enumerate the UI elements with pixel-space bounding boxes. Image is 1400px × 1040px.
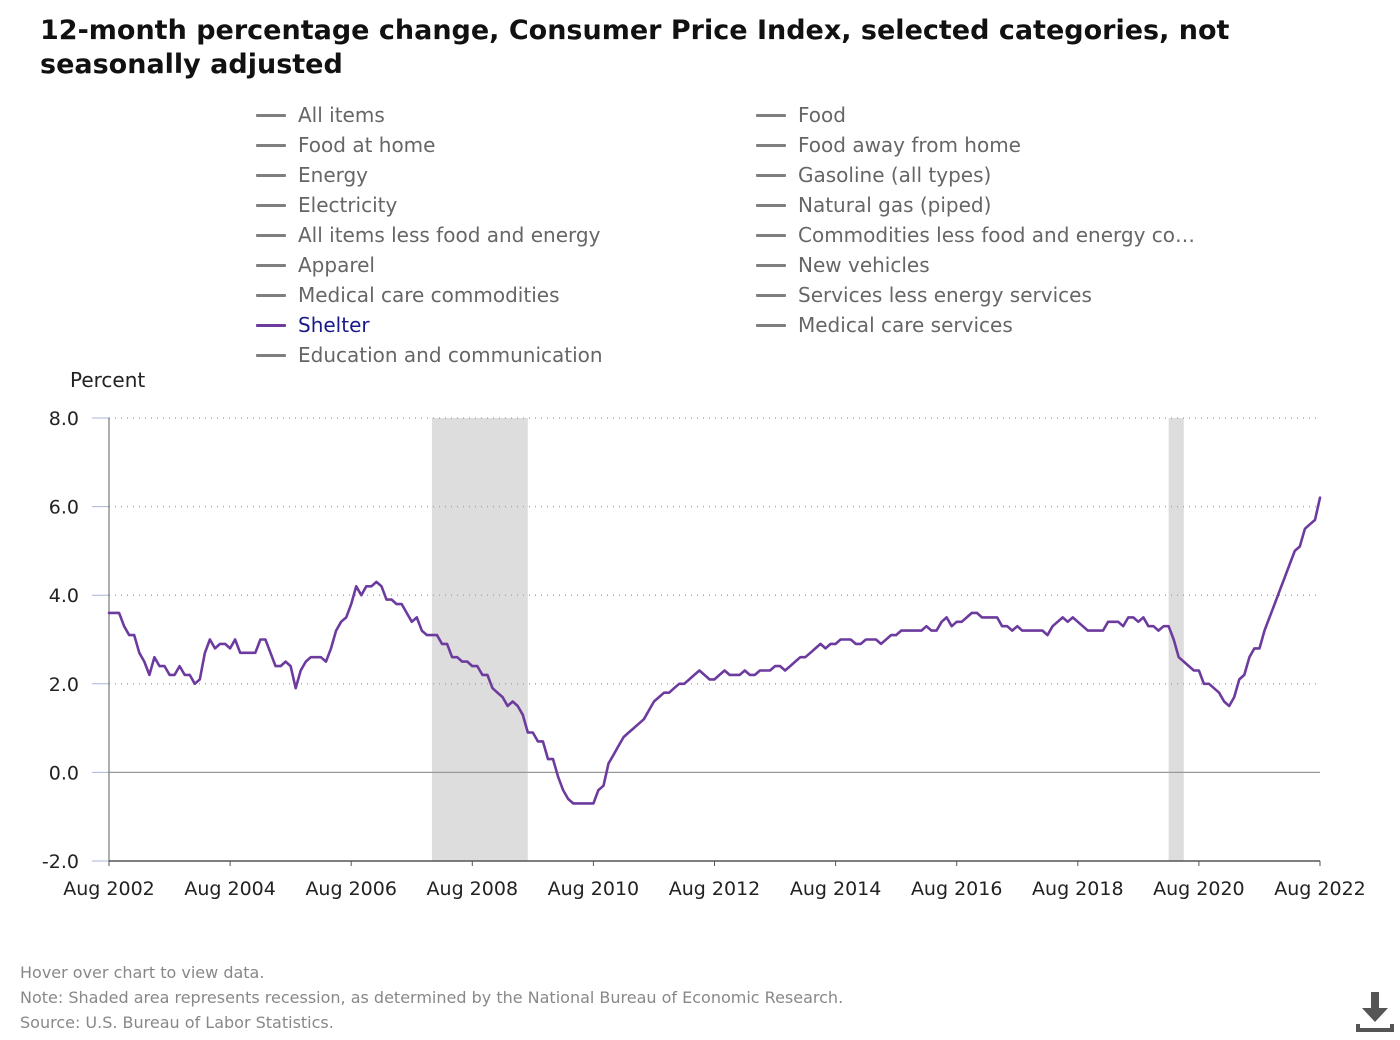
y-tick-label: -2.0 <box>42 851 79 873</box>
legend-item-gasoline-all-types[interactable]: Gasoline (all types) <box>756 160 991 190</box>
legend-label: New vehicles <box>798 253 930 277</box>
y-axis-label: Percent <box>70 368 145 392</box>
legend-item-all-items[interactable]: All items <box>256 100 385 130</box>
x-tick-label: Aug 2006 <box>305 878 397 900</box>
legend-item-food[interactable]: Food <box>756 100 846 130</box>
legend-label: Natural gas (piped) <box>798 193 992 217</box>
legend-item-all-items-less-food-and-energy[interactable]: All items less food and energy <box>256 220 600 250</box>
legend-swatch <box>256 233 286 237</box>
legend-label: Food away from home <box>798 133 1021 157</box>
legend-item-shelter[interactable]: Shelter <box>256 310 370 340</box>
legend-item-natural-gas-piped[interactable]: Natural gas (piped) <box>756 190 991 220</box>
legend-swatch <box>256 143 286 147</box>
x-tick-label: Aug 2010 <box>548 878 640 900</box>
legend-swatch <box>256 293 286 297</box>
legend-swatch <box>756 113 786 117</box>
y-tick-label: 2.0 <box>49 674 79 696</box>
legend-swatch <box>256 173 286 177</box>
legend-swatch <box>256 353 286 357</box>
legend-item-commodities-less-food-and-energy-com[interactable]: Commodities less food and energy com... <box>756 220 1203 250</box>
legend-item-food-at-home[interactable]: Food at home <box>256 130 435 160</box>
legend-item-education-and-communication[interactable]: Education and communication <box>256 340 603 370</box>
legend-item-medical-care-commodities[interactable]: Medical care commodities <box>256 280 559 310</box>
chart-title: 12-month percentage change, Consumer Pri… <box>40 15 1230 80</box>
x-tick-label: Aug 2008 <box>427 878 519 900</box>
legend-item-electricity[interactable]: Electricity <box>256 190 397 220</box>
x-tick-label: Aug 2018 <box>1032 878 1124 900</box>
x-tick-label: Aug 2004 <box>184 878 276 900</box>
legend-swatch <box>256 263 286 267</box>
x-tick-label: Aug 2002 <box>63 878 155 900</box>
legend-swatch <box>756 143 786 147</box>
legend-swatch <box>756 293 786 297</box>
download-icon <box>1356 992 1394 1032</box>
legend-swatch <box>756 173 786 177</box>
legend-label: All items <box>298 103 385 127</box>
legend-label: Food <box>798 103 846 127</box>
chart[interactable]: -2.0 0.0 2.0 4.0 6.0 8.0 Percent Aug 2002 Aug 20… <box>0 360 1400 920</box>
legend-swatch <box>256 113 286 117</box>
notes: Hover over chart to view data. Note: Sha… <box>20 960 843 1035</box>
legend-label: Electricity <box>298 193 398 217</box>
legend-label: Apparel <box>298 253 375 277</box>
legend-label: Food at home <box>298 133 436 157</box>
legend-swatch <box>756 323 786 327</box>
x-tick-label: Aug 2012 <box>669 878 761 900</box>
x-tick-label: Aug 2016 <box>911 878 1003 900</box>
y-tick-label: 8.0 <box>49 408 79 430</box>
legend-label: Commodities less food and energy com... <box>798 223 1203 247</box>
legend-label: Gasoline (all types) <box>798 163 992 187</box>
legend-swatch <box>756 263 786 267</box>
legend: All items Food at home Energy Electricity Al… <box>256 100 1256 370</box>
recession-band <box>431 418 528 861</box>
legend-label: Services less energy services <box>798 283 1092 307</box>
y-tick-label: 6.0 <box>49 497 79 519</box>
legend-label: Medical care services <box>798 313 1013 337</box>
legend-label: Shelter <box>298 313 370 337</box>
recession-band <box>1168 418 1184 861</box>
legend-item-food-away-from-home[interactable]: Food away from home <box>756 130 1021 160</box>
x-tick-label: Aug 2014 <box>790 878 882 900</box>
legend-item-services-less-energy-services[interactable]: Services less energy services <box>756 280 1092 310</box>
x-tick-label: Aug 2022 <box>1274 878 1366 900</box>
legend-label: All items less food and energy <box>298 223 601 247</box>
legend-swatch <box>256 203 286 207</box>
legend-swatch <box>756 203 786 207</box>
legend-swatch <box>756 233 786 237</box>
legend-item-new-vehicles[interactable]: New vehicles <box>756 250 930 280</box>
y-tick-label: 0.0 <box>49 762 79 784</box>
legend-item-apparel[interactable]: Apparel <box>256 250 375 280</box>
x-tick-label: Aug 2020 <box>1153 878 1245 900</box>
legend-item-energy[interactable]: Energy <box>256 160 368 190</box>
legend-swatch <box>256 323 286 327</box>
source-note: Source: U.S. Bureau of Labor Statistics. <box>20 1013 334 1032</box>
y-tick-label: 4.0 <box>49 585 79 607</box>
legend-label: Energy <box>298 163 369 187</box>
download-button[interactable] <box>1352 990 1396 1034</box>
legend-label: Medical care commodities <box>298 283 560 307</box>
legend-item-medical-care-services[interactable]: Medical care services <box>756 310 1013 340</box>
series-line-shelter[interactable] <box>107 496 1322 805</box>
hover-hint: Hover over chart to view data. <box>20 963 265 982</box>
recession-note: Note: Shaded area represents recession, … <box>20 988 844 1007</box>
